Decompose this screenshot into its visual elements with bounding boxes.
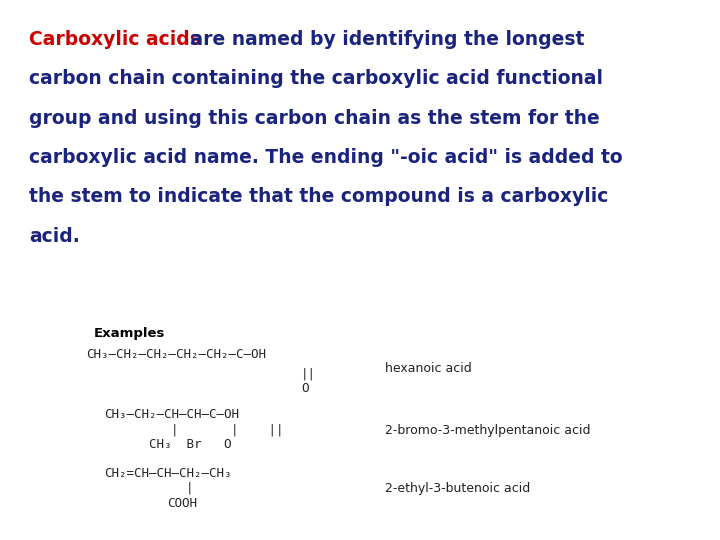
Text: are named by identifying the longest: are named by identifying the longest [184,30,584,49]
Text: 2-bromo-3-methylpentanoic acid: 2-bromo-3-methylpentanoic acid [385,424,590,437]
Text: 2-ethyl-3-butenoic acid: 2-ethyl-3-butenoic acid [385,482,531,495]
Text: |: | [186,482,193,495]
Text: group and using this carbon chain as the stem for the: group and using this carbon chain as the… [29,109,600,127]
Text: CH₃–CH₂–CH–CH–C–OH: CH₃–CH₂–CH–CH–C–OH [104,408,239,421]
Text: carbon chain containing the carboxylic acid functional: carbon chain containing the carboxylic a… [29,69,603,88]
Text: CH₃–CH₂–CH₂–CH₂–CH₂–C–OH: CH₃–CH₂–CH₂–CH₂–CH₂–C–OH [86,348,266,361]
Text: ||: || [301,367,316,380]
Text: hexanoic acid: hexanoic acid [385,362,472,375]
Text: acid.: acid. [29,227,79,246]
Text: carboxylic acid name. The ending "-oic acid" is added to: carboxylic acid name. The ending "-oic a… [29,148,622,167]
Text: O: O [301,382,308,395]
Text: |       |    ||: | | || [171,424,284,437]
Text: CH₃  Br   O: CH₃ Br O [149,438,232,451]
Text: Examples: Examples [94,327,165,340]
Text: Carboxylic acids: Carboxylic acids [29,30,201,49]
Text: CH₂=CH–CH–CH₂–CH₃: CH₂=CH–CH–CH₂–CH₃ [104,467,232,480]
Text: COOH: COOH [167,497,197,510]
Text: the stem to indicate that the compound is a carboxylic: the stem to indicate that the compound i… [29,187,608,206]
